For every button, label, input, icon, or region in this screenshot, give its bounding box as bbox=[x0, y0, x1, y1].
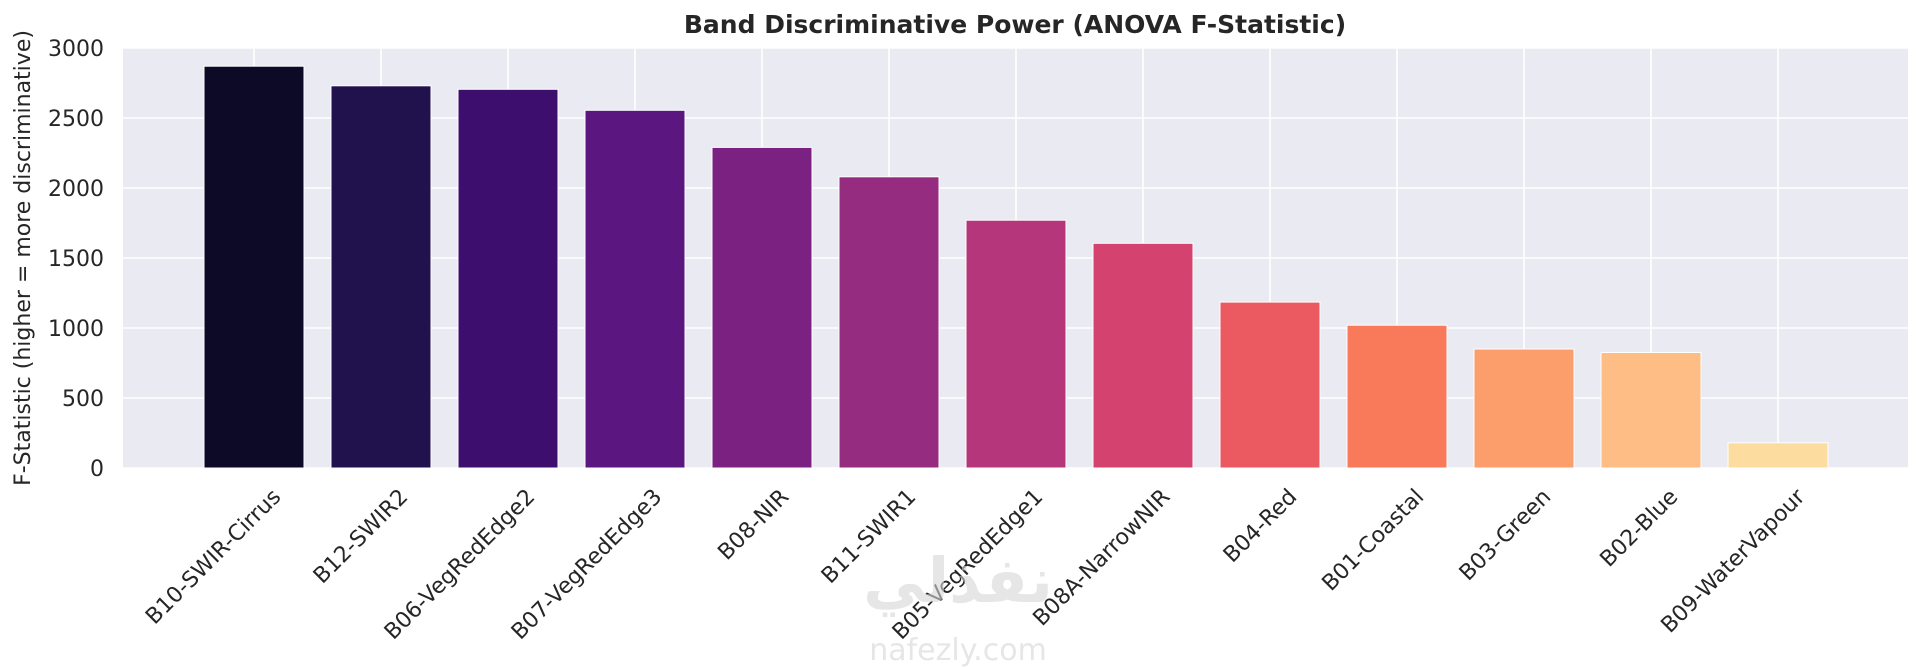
bar-b04-red bbox=[1219, 301, 1321, 469]
y-tick-label: 1500 bbox=[48, 247, 104, 272]
bars bbox=[203, 65, 1829, 469]
bar-b01-coastal bbox=[1346, 324, 1448, 469]
x-tick-label: B01-Coastal bbox=[1318, 485, 1430, 597]
watermark-latin: nafezly.com bbox=[869, 633, 1047, 668]
y-tick-label: 2000 bbox=[48, 177, 104, 202]
bar-b06-vegrededge2 bbox=[457, 88, 559, 469]
x-tick-label: B04-Red bbox=[1219, 485, 1302, 568]
bar-b03-green bbox=[1473, 348, 1575, 469]
chart-title: Band Discriminative Power (ANOVA F-Stati… bbox=[684, 10, 1346, 39]
bar-b12-swir2 bbox=[330, 85, 432, 469]
x-tick-label: B02-Blue bbox=[1596, 485, 1684, 573]
bar-b07-vegrededge3 bbox=[584, 109, 686, 469]
y-tick-labels: 0 500 1000 1500 2000 2500 3000 bbox=[48, 37, 104, 482]
x-tick-label: B03-Green bbox=[1455, 485, 1556, 586]
bar-b08-nir bbox=[711, 146, 813, 469]
bar-b10-swir-cirrus bbox=[203, 65, 305, 469]
watermark-arabic: نفذلي bbox=[863, 544, 1053, 617]
bar-b08a-narrownir bbox=[1092, 242, 1194, 469]
bar-b11-swir1 bbox=[838, 176, 940, 469]
x-tick-label: B10-SWIR-Cirrus bbox=[141, 485, 286, 630]
x-tick-label: B12-SWIR2 bbox=[309, 485, 413, 589]
y-tick-label: 500 bbox=[62, 387, 104, 412]
bar-b09-watervapour bbox=[1727, 442, 1829, 469]
y-tick-label: 3000 bbox=[48, 37, 104, 62]
y-tick-label: 2500 bbox=[48, 107, 104, 132]
y-tick-label: 0 bbox=[90, 457, 104, 482]
x-tick-label: B09-WaterVapour bbox=[1657, 484, 1811, 638]
bar-b05-vegrededge1 bbox=[965, 219, 1067, 469]
y-tick-label: 1000 bbox=[48, 317, 104, 342]
x-tick-label: B08-NIR bbox=[713, 485, 794, 566]
y-axis-label: F-Statistic (higher = more discriminativ… bbox=[11, 30, 36, 486]
bar-b02-blue bbox=[1600, 352, 1702, 469]
